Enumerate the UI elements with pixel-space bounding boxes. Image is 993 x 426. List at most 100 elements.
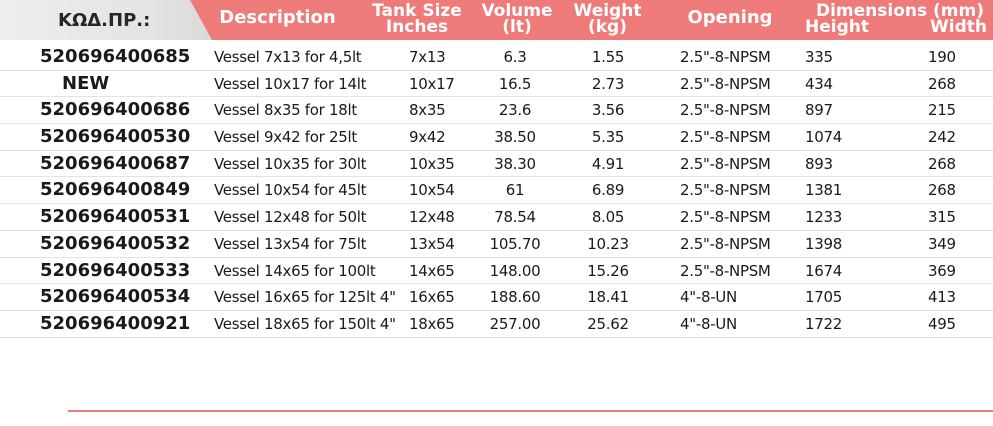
cell-desc: Vessel 13x54 for 75lt <box>214 234 367 253</box>
cell-open: 2.5"-8-NPSM <box>680 181 771 200</box>
table-row: 520696400849 Vessel 10x54 for 45lt 10x54 61… <box>0 177 993 205</box>
table-row: 520696400533 Vessel 14x65 for 100lt 14x65 1… <box>0 258 993 285</box>
cell-desc: Vessel 10x35 for 30lt <box>214 154 367 173</box>
cell-wid: 215 <box>928 101 956 120</box>
cell-open: 2.5"-8-NPSM <box>680 234 771 253</box>
cell-open: 2.5"-8-NPSM <box>680 154 771 173</box>
table-row: 520696400687 Vessel 10x35 for 30lt 10x35 38… <box>0 151 993 178</box>
cell-vol: 78.54 <box>494 208 536 227</box>
cell-vol: 16.5 <box>498 74 532 93</box>
code-header-tab: ΚΩΔ.ΠΡ.: <box>0 0 212 40</box>
table-bottom-rule <box>68 410 993 412</box>
cell-desc: Vessel 10x17 for 14lt <box>214 74 367 93</box>
weight-header-line2: (kg) <box>587 17 627 37</box>
cell-wt: 18.41 <box>587 288 629 307</box>
cell-hgt: 1705 <box>805 288 842 307</box>
cell-tank: 12x48 <box>409 208 455 227</box>
cell-hgt: 1381 <box>805 181 842 200</box>
cell-hgt: 1398 <box>805 234 842 253</box>
cell-code: 520696400533 <box>40 259 191 281</box>
table-header: ΚΩΔ.ΠΡ.: Description Tank Size Inches Vo… <box>0 0 993 40</box>
cell-wt: 4.91 <box>591 154 625 173</box>
height-header: Height <box>805 17 869 37</box>
cell-tank: 16x65 <box>409 288 455 307</box>
table-row: 520696400686 Vessel 8x35 for 18lt 8x35 23.6… <box>0 97 993 125</box>
cell-vol: 6.3 <box>503 48 527 66</box>
cell-vol: 148.00 <box>489 261 541 280</box>
code-header-label: ΚΩΔ.ΠΡ.: <box>58 10 151 31</box>
dimensions-subheader: Height Width <box>805 17 993 37</box>
cell-wt: 6.89 <box>591 181 625 200</box>
cell-wid: 315 <box>928 208 956 227</box>
cell-open: 2.5"-8-NPSM <box>680 48 771 66</box>
table-body: 520696400685 Vessel 7x13 for 4,5lt 7x13 6.3… <box>0 44 993 338</box>
cell-hgt: 1722 <box>805 314 842 333</box>
tank-size-header-line2: Inches <box>385 17 449 37</box>
cell-wt: 2.73 <box>591 74 625 93</box>
cell-code: 520696400532 <box>40 232 191 254</box>
table-row: 520696400534 Vessel 16x65 for 125lt 4" 16x… <box>0 284 993 311</box>
header-notch <box>76 41 88 44</box>
tank-size-header-line1: Tank Size <box>372 1 462 21</box>
volume-header-line1: Volume <box>481 1 553 21</box>
table-row: 520696400531 Vessel 12x48 for 50lt 12x48 78… <box>0 204 993 231</box>
cell-hgt: 335 <box>805 48 833 66</box>
cell-wid: 349 <box>928 234 956 253</box>
cell-code: 520696400685 <box>40 46 191 67</box>
cell-wt: 5.35 <box>591 128 625 147</box>
cell-hgt: 1674 <box>805 261 842 280</box>
description-header: Description <box>219 7 336 28</box>
cell-wt: 8.05 <box>591 208 625 227</box>
dimensions-header: Dimensions (mm) Height Width <box>805 1 993 37</box>
cell-wt: 15.26 <box>587 261 629 280</box>
cell-open: 2.5"-8-NPSM <box>680 101 771 120</box>
cell-desc: Vessel 16x65 for 125lt 4" <box>214 288 396 307</box>
cell-wid: 242 <box>928 128 956 147</box>
cell-desc: Vessel 10x54 for 45lt <box>214 181 367 200</box>
cell-wid: 495 <box>928 314 956 333</box>
cell-code: 520696400534 <box>40 286 191 308</box>
cell-code: 520696400849 <box>40 179 191 201</box>
table-row: 520696400685 Vessel 7x13 for 4,5lt 7x13 6.3… <box>0 44 993 71</box>
width-header: Width <box>930 17 987 37</box>
cell-open: 4"-8-UN <box>680 314 737 333</box>
cell-code: 520696400687 <box>40 152 191 174</box>
cell-wid: 369 <box>928 261 956 280</box>
table-row: 520696400532 Vessel 13x54 for 75lt 13x54 10… <box>0 231 993 258</box>
cell-vol: 105.70 <box>489 234 541 253</box>
cell-hgt: 893 <box>805 154 833 173</box>
cell-open: 2.5"-8-NPSM <box>680 261 771 280</box>
cell-open: 2.5"-8-NPSM <box>680 208 771 227</box>
cell-wid: 413 <box>928 288 956 307</box>
cell-hgt: 897 <box>805 101 833 120</box>
cell-tank: 10x17 <box>409 74 455 93</box>
cell-vol: 61 <box>505 181 525 200</box>
cell-wt: 1.55 <box>591 48 625 66</box>
cell-vol: 38.50 <box>494 128 536 147</box>
volume-header: Volume (lt) <box>472 1 562 37</box>
cell-vol: 38.30 <box>494 154 536 173</box>
weight-header-line1: Weight <box>573 1 642 21</box>
table-row: 520696400921 Vessel 18x65 for 150lt 4" 18x… <box>0 311 993 338</box>
cell-vol: 23.6 <box>498 101 532 120</box>
cell-hgt: 1074 <box>805 128 842 147</box>
cell-desc: Vessel 14x65 for 100lt <box>214 261 376 280</box>
cell-desc: Vessel 18x65 for 150lt 4" <box>214 314 396 333</box>
cell-tank: 9x42 <box>409 128 446 147</box>
cell-wid: 268 <box>928 74 956 93</box>
cell-code: NEW <box>62 72 110 94</box>
table-row: 520696400530 Vessel 9x42 for 25lt 9x42 38.5… <box>0 124 993 151</box>
cell-desc: Vessel 8x35 for 18lt <box>214 101 357 120</box>
cell-code: 520696400531 <box>40 206 191 228</box>
cell-hgt: 434 <box>805 74 833 93</box>
volume-header-line2: (lt) <box>502 17 532 37</box>
cell-open: 2.5"-8-NPSM <box>680 128 771 147</box>
cell-tank: 13x54 <box>409 234 455 253</box>
cell-tank: 14x65 <box>409 261 455 280</box>
opening-header: Opening <box>687 7 773 28</box>
cell-wid: 268 <box>928 154 956 173</box>
cell-wt: 3.56 <box>591 101 625 120</box>
cell-desc: Vessel 12x48 for 50lt <box>214 208 367 227</box>
dimensions-header-label: Dimensions (mm) <box>815 1 985 21</box>
cell-tank: 10x54 <box>409 181 455 200</box>
